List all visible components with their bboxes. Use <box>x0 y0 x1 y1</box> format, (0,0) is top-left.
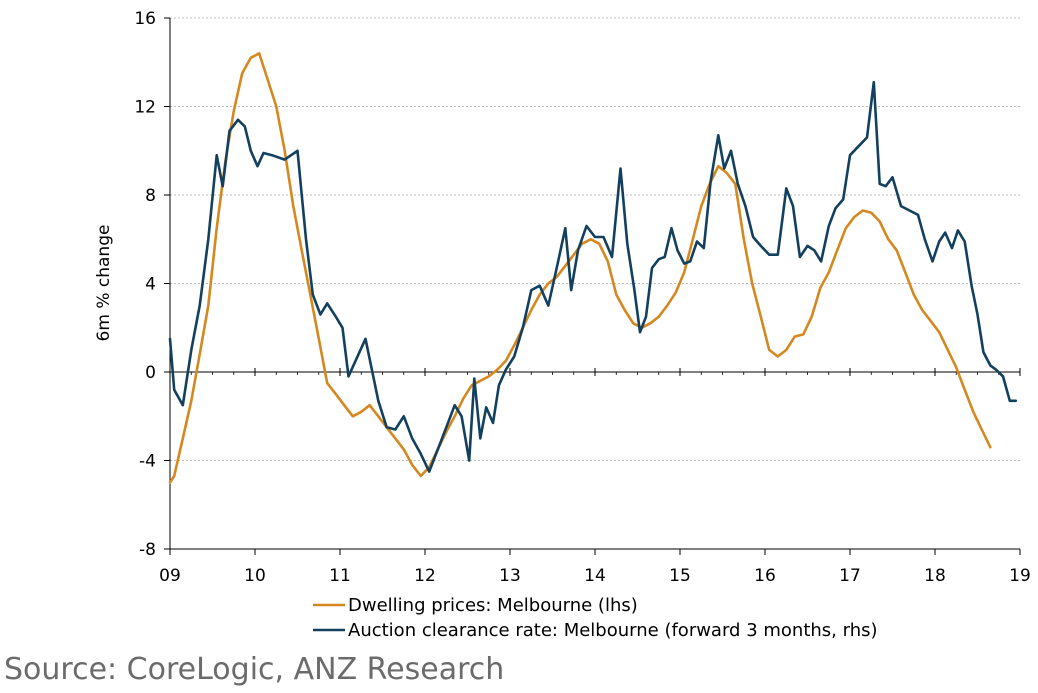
series-lines <box>168 52 1018 484</box>
y-axis-title: 6m % change <box>94 225 114 342</box>
y-tick-label: 8 <box>145 186 156 206</box>
legend: Dwelling prices: Melbourne (lhs) Auction… <box>313 595 878 641</box>
x-tick-label: 19 <box>1009 566 1031 586</box>
y-tick-label: -8 <box>139 540 156 560</box>
y-tick-labels: 16 12 8 4 0 -4 -8 <box>134 9 156 560</box>
y-tick-label: 12 <box>134 98 156 118</box>
y-tick-label: -4 <box>139 452 156 472</box>
axes <box>164 17 1021 555</box>
x-tick-label: 12 <box>414 566 436 586</box>
gridlines <box>170 17 1020 550</box>
x-tick-label: 10 <box>244 566 266 586</box>
series-line-dwelling-prices <box>168 52 992 484</box>
legend-label-dwelling-prices: Dwelling prices: Melbourne (lhs) <box>348 595 638 616</box>
x-tick-label: 18 <box>924 566 946 586</box>
x-tick-labels: 09 10 11 12 13 14 15 16 17 18 19 <box>159 566 1031 586</box>
y-tick-label: 16 <box>134 9 156 29</box>
x-tick-label: 09 <box>159 566 181 586</box>
y-tick-label: 0 <box>145 363 156 383</box>
legend-label-auction-clearance: Auction clearance rate: Melbourne (forwa… <box>348 620 878 641</box>
y-tick-label: 4 <box>145 275 156 295</box>
x-tick-label: 17 <box>839 566 861 586</box>
x-tick-label: 11 <box>329 566 351 586</box>
x-tick-label: 16 <box>754 566 776 586</box>
x-tick-label: 14 <box>584 566 606 586</box>
x-tick-label: 13 <box>499 566 521 586</box>
x-tick-label: 15 <box>669 566 691 586</box>
series-line-auction-clearance <box>168 80 1018 473</box>
source-note: Source: CoreLogic, ANZ Research <box>4 652 504 687</box>
